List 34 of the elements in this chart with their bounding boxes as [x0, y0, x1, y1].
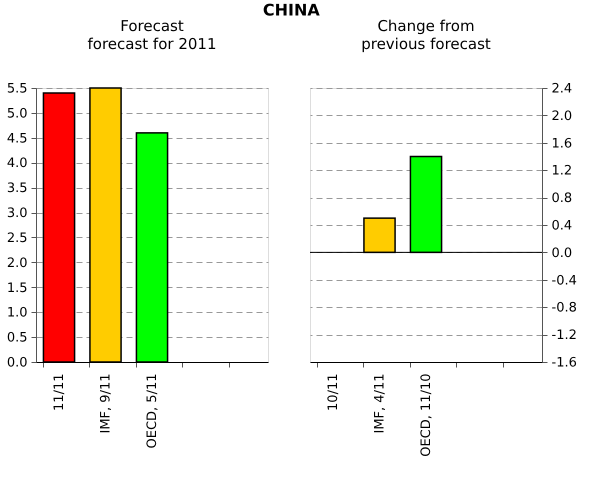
y-tick-label: -1.6 [552, 356, 577, 370]
y-tick-label: 1.5 [6, 280, 28, 296]
chart-title: Change from [377, 17, 475, 35]
y-tick-label: 5.5 [6, 82, 28, 96]
y-tick-label: 5.0 [6, 106, 28, 122]
y-tick-label: -0.8 [552, 300, 577, 316]
chart-subtitle: previous forecast [361, 35, 491, 53]
y-tick-label: -1.2 [552, 328, 577, 344]
x-tick-label: IMF, 9/11 [98, 374, 114, 434]
x-tick-label: IMF, 4/11 [372, 374, 388, 434]
y-tick-label: 0.5 [6, 330, 28, 346]
y-tick-label: 1.6 [552, 136, 572, 152]
x-tick-label: 10/11 [326, 374, 342, 411]
chart-title: Forecast [120, 17, 184, 35]
y-tick-label: 0.4 [552, 218, 572, 234]
y-tick-label: 3.0 [6, 206, 28, 222]
y-tick-label: 2.0 [6, 256, 28, 271]
y-tick-label: 4.0 [6, 156, 28, 172]
y-tick-label: 3.5 [6, 181, 28, 196]
text: CHINA [262, 0, 320, 20]
x-tick-label: OECD, 11/10 [419, 374, 434, 457]
y-tick-label: 1.0 [6, 306, 28, 321]
y-tick-label: 2.5 [6, 230, 28, 246]
y-tick-label: 0.0 [552, 246, 572, 261]
y-tick-label: 4.5 [6, 131, 28, 146]
chart-subtitle: forecast for 2011 [88, 35, 216, 53]
y-tick-label: 1.2 [552, 164, 572, 179]
y-tick-label: -0.4 [552, 273, 577, 288]
y-tick-label: 0.8 [552, 191, 572, 206]
y-tick-label: 2.0 [552, 108, 572, 124]
x-tick-label: OECD, 5/11 [145, 374, 160, 448]
x-tick-label: 11/11 [52, 374, 68, 411]
y-tick-label: 0.0 [6, 356, 28, 370]
y-tick-label: 2.4 [552, 82, 572, 96]
